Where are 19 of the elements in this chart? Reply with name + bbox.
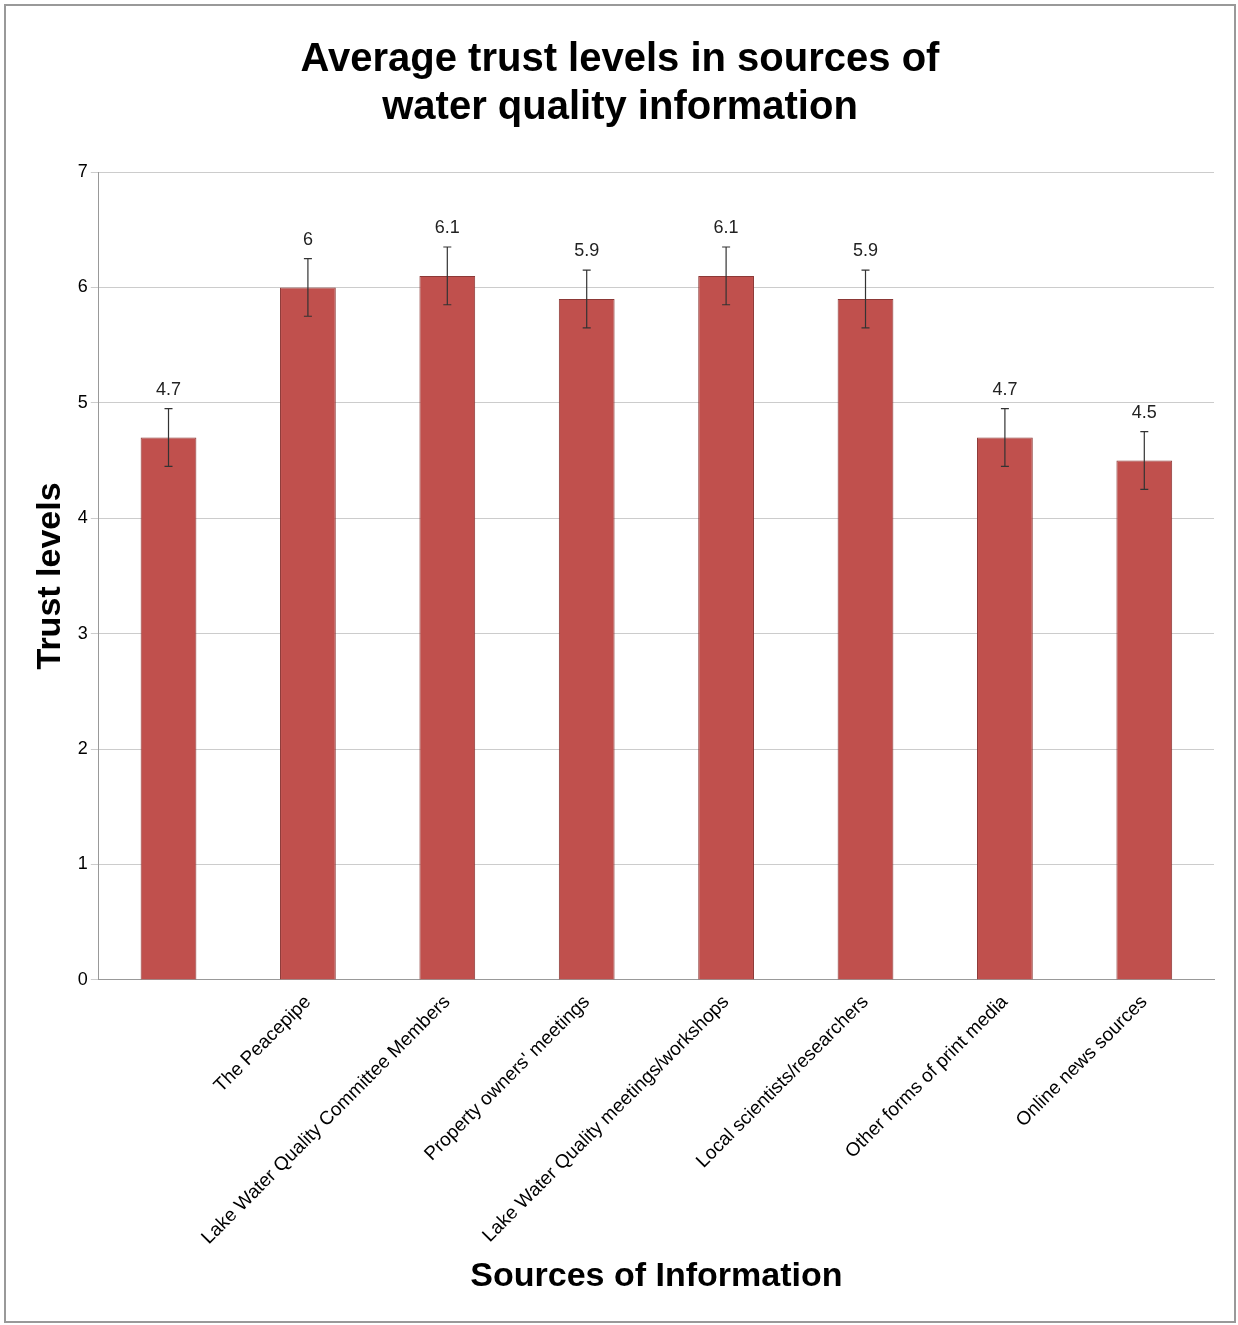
data-label: 5.9 xyxy=(574,240,600,261)
data-label: 4.5 xyxy=(1131,401,1157,422)
y-tick-label: 4 xyxy=(77,507,88,528)
x-axis-title: Sources of Information xyxy=(470,1254,843,1293)
y-tick-label: 2 xyxy=(77,738,88,759)
data-label: 6.1 xyxy=(713,216,739,237)
y-tick-label: 7 xyxy=(77,160,88,181)
data-label: 5.9 xyxy=(852,240,879,261)
data-label: 6.1 xyxy=(434,216,460,237)
y-tick-label: 3 xyxy=(77,622,88,643)
y-tick-label: 5 xyxy=(77,391,88,412)
y-tick-label: 6 xyxy=(77,276,88,297)
data-label: 6 xyxy=(302,228,313,249)
y-axis-title: Trust levels xyxy=(28,482,67,670)
data-label: 4.7 xyxy=(155,378,182,399)
chart-title: Average trust levels in sources of water quality information xyxy=(300,35,941,128)
y-tick-label: 1 xyxy=(77,853,88,874)
data-label: 4.7 xyxy=(992,378,1018,399)
y-tick-label: 0 xyxy=(77,968,88,989)
